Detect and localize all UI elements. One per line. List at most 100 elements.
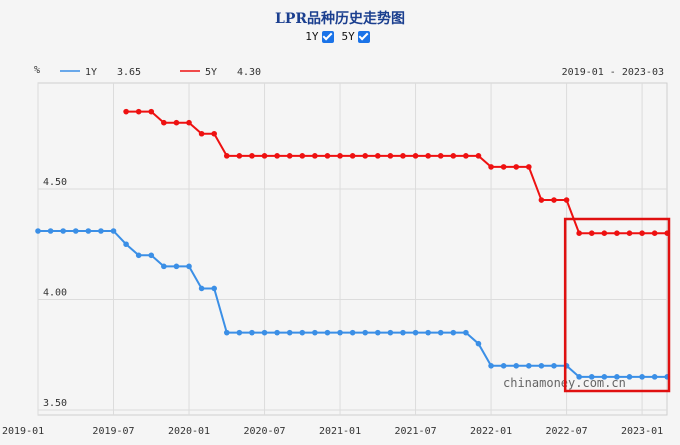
data-point-5y <box>639 230 645 236</box>
data-point-1y <box>299 329 306 336</box>
data-point-5y <box>223 153 230 159</box>
data-point-1y <box>425 329 431 336</box>
data-point-5y <box>614 230 620 236</box>
data-point-1y <box>626 374 633 380</box>
data-point-5y <box>148 108 155 115</box>
data-point-5y <box>651 230 658 236</box>
data-point-1y <box>223 329 230 336</box>
data-point-5y <box>576 230 582 236</box>
data-point-5y <box>236 153 243 159</box>
data-point-1y <box>374 329 381 336</box>
data-point-1y <box>651 374 658 380</box>
toggle-5y-label: 5Y <box>341 30 355 43</box>
data-point-1y <box>249 329 255 336</box>
data-point-5y <box>463 153 469 159</box>
data-point-1y <box>412 329 419 336</box>
data-point-5y <box>538 197 545 203</box>
data-point-1y <box>236 329 243 336</box>
data-point-5y <box>526 164 532 170</box>
data-point-5y <box>387 153 394 159</box>
series-toggles: 1Y 5Y <box>0 30 680 43</box>
data-point-5y <box>349 153 356 159</box>
data-point-5y <box>299 153 306 159</box>
data-point-1y <box>538 363 545 369</box>
data-point-1y <box>349 329 356 336</box>
x-tick-label: 2022-07 <box>545 426 587 437</box>
data-point-1y <box>551 363 557 369</box>
data-point-1y <box>488 363 494 369</box>
data-point-1y <box>475 340 482 347</box>
plot-area <box>37 82 668 416</box>
data-point-1y <box>387 329 394 336</box>
toggle-1y-checkbox[interactable] <box>321 30 334 43</box>
data-point-5y <box>211 130 217 137</box>
data-point-5y <box>374 153 381 159</box>
data-point-5y <box>186 119 192 126</box>
data-point-1y <box>362 329 369 336</box>
data-point-1y <box>274 329 280 336</box>
data-point-1y <box>400 329 406 336</box>
data-point-1y <box>110 228 117 234</box>
y-tick-label: 4.50 <box>43 177 67 188</box>
data-point-1y <box>47 228 54 234</box>
data-point-5y <box>437 153 444 159</box>
data-point-5y <box>135 108 142 115</box>
data-point-1y <box>261 329 268 336</box>
data-point-1y <box>173 263 180 270</box>
data-point-1y <box>450 329 457 336</box>
data-point-1y <box>211 285 217 292</box>
legend-series-name: 5Y <box>205 67 217 78</box>
data-point-5y <box>324 153 331 159</box>
chart-title: LPR品种历史走势图 <box>274 11 405 27</box>
data-point-5y <box>425 153 431 159</box>
data-point-5y <box>500 164 507 170</box>
data-point-1y <box>639 374 645 380</box>
data-point-5y <box>412 153 419 159</box>
toggle-5y-checkbox[interactable] <box>357 30 370 43</box>
series-line-5y <box>126 110 668 235</box>
data-point-5y <box>161 119 167 126</box>
data-point-1y <box>588 374 595 380</box>
data-point-1y <box>135 252 142 259</box>
x-tick-label: 2022-01 <box>470 426 512 437</box>
x-tick-label: 2019-01 <box>2 426 44 437</box>
legend-series-name: 1Y <box>85 67 97 78</box>
data-point-1y <box>576 374 582 380</box>
data-point-1y <box>500 363 507 369</box>
x-tick-label: 2021-01 <box>319 426 361 437</box>
data-point-1y <box>72 228 79 234</box>
y-unit-label: % <box>34 65 40 76</box>
data-point-1y <box>312 329 318 336</box>
data-point-1y <box>35 228 41 234</box>
x-tick-label: 2019-07 <box>92 426 134 437</box>
data-point-1y <box>186 263 192 270</box>
data-point-5y <box>400 153 406 159</box>
data-point-1y <box>324 329 331 336</box>
highlight-box <box>563 217 671 393</box>
data-point-1y <box>513 363 520 369</box>
data-point-5y <box>488 164 494 170</box>
data-point-5y <box>249 153 255 159</box>
data-point-5y <box>274 153 280 159</box>
data-point-5y <box>513 164 520 170</box>
data-point-5y <box>450 153 457 159</box>
data-point-5y <box>312 153 318 159</box>
data-point-1y <box>60 228 66 234</box>
data-point-1y <box>437 329 444 336</box>
data-point-1y <box>286 329 293 336</box>
data-point-5y <box>551 197 557 203</box>
x-tick-label: 2020-07 <box>243 426 285 437</box>
toggle-1y-label: 1Y <box>305 30 319 43</box>
date-range-label: 2019-01 - 2023-03 <box>562 67 664 78</box>
data-point-5y <box>626 230 633 236</box>
data-point-5y <box>475 153 482 159</box>
x-tick-label: 2020-01 <box>168 426 210 437</box>
data-point-1y <box>85 228 92 234</box>
data-point-5y <box>123 108 129 115</box>
y-tick-label: 4.00 <box>43 288 67 299</box>
data-point-1y <box>526 363 532 369</box>
legend-latest-value: 3.65 <box>117 67 141 78</box>
data-point-5y <box>286 153 293 159</box>
data-point-5y <box>588 230 595 236</box>
